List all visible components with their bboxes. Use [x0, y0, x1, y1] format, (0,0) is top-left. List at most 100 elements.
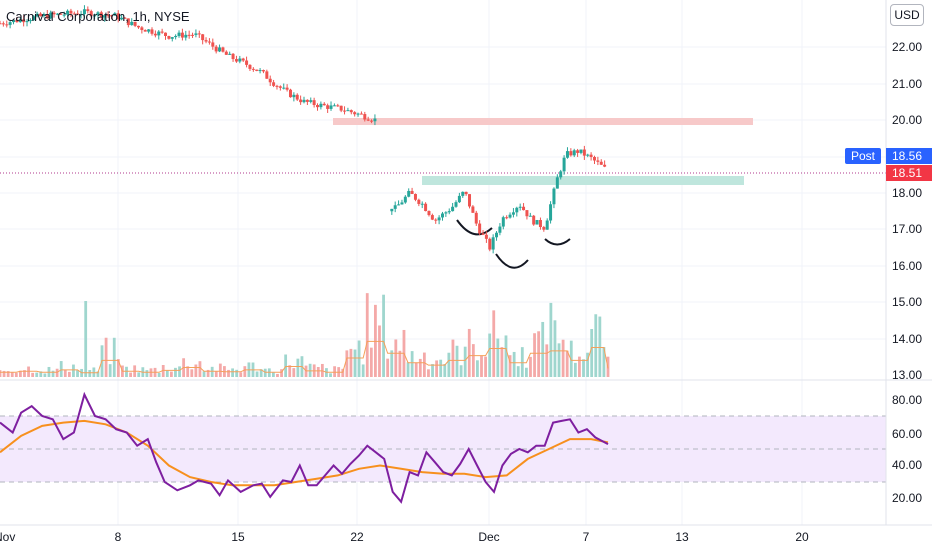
candle-body[interactable] [336, 105, 340, 107]
candle-body[interactable] [22, 19, 26, 23]
candle-body[interactable] [18, 19, 22, 23]
candle-body[interactable] [532, 215, 536, 225]
candle-body[interactable] [451, 206, 455, 212]
candle-body[interactable] [265, 71, 269, 79]
candle-body[interactable] [373, 118, 377, 122]
head-arc[interactable] [495, 253, 529, 269]
candle-body[interactable] [326, 105, 330, 109]
candle-body[interactable] [596, 160, 600, 162]
candle-body[interactable] [72, 13, 76, 15]
candle-body[interactable] [201, 34, 205, 41]
candle-body[interactable] [35, 13, 39, 17]
candle-body[interactable] [25, 21, 29, 23]
candle-body[interactable] [309, 100, 313, 102]
candle-body[interactable] [302, 99, 306, 103]
neckline-zone[interactable] [422, 176, 744, 185]
candle-body[interactable] [312, 100, 316, 106]
candle-body[interactable] [353, 112, 357, 115]
candle-body[interactable] [366, 119, 370, 121]
candle-body[interactable] [82, 9, 86, 15]
candle-body[interactable] [434, 219, 438, 221]
candle-body[interactable] [211, 42, 215, 47]
candle-body[interactable] [481, 233, 485, 235]
candle-body[interactable] [343, 110, 347, 112]
candle-body[interactable] [120, 17, 124, 20]
candle-body[interactable] [603, 164, 607, 167]
candle-body[interactable] [501, 217, 505, 227]
candle-body[interactable] [255, 69, 259, 71]
time-axis[interactable]: Nov 8 15 22 Dec 7 13 20 [0, 530, 809, 544]
candle-body[interactable] [420, 203, 424, 205]
candle-body[interactable] [390, 208, 394, 212]
candle-body[interactable] [164, 32, 168, 37]
candle-body[interactable] [224, 51, 228, 55]
candle-body[interactable] [12, 19, 16, 23]
candle-body[interactable] [39, 13, 43, 16]
candle-body[interactable] [32, 16, 36, 21]
candle-body[interactable] [126, 18, 130, 26]
candle-body[interactable] [403, 196, 407, 203]
candle-body[interactable] [194, 33, 198, 35]
candle-body[interactable] [565, 151, 569, 158]
candle-body[interactable] [400, 202, 404, 205]
candle-body[interactable] [424, 203, 428, 212]
candle-body[interactable] [559, 171, 563, 178]
candle-body[interactable] [491, 237, 495, 250]
candle-body[interactable] [234, 59, 238, 62]
candle-body[interactable] [69, 10, 73, 14]
candle-body[interactable] [316, 105, 320, 108]
candle-body[interactable] [461, 191, 465, 196]
candle-body[interactable] [468, 194, 472, 207]
candle-body[interactable] [505, 217, 509, 219]
candle-body[interactable] [562, 157, 566, 172]
candle-body[interactable] [8, 22, 12, 25]
candle-body[interactable] [157, 31, 161, 36]
candle-body[interactable] [285, 87, 289, 90]
candle-body[interactable] [528, 215, 532, 217]
candle-body[interactable] [538, 220, 542, 228]
candle-body[interactable] [484, 234, 488, 239]
candle-body[interactable] [346, 110, 350, 112]
candle-body[interactable] [116, 13, 120, 20]
candle-body[interactable] [437, 217, 441, 221]
candle-body[interactable] [214, 46, 218, 52]
candle-body[interactable] [140, 27, 144, 31]
candle-body[interactable] [319, 103, 323, 108]
candle-body[interactable] [363, 114, 367, 120]
candle-body[interactable] [278, 86, 282, 88]
candle-body[interactable] [535, 220, 539, 225]
candle-body[interactable] [292, 94, 296, 98]
candle-body[interactable] [586, 154, 590, 156]
candle-body[interactable] [1, 23, 5, 25]
candle-body[interactable] [397, 204, 401, 206]
candle-body[interactable] [221, 47, 225, 52]
candle-body[interactable] [96, 12, 100, 16]
candle-body[interactable] [582, 149, 586, 156]
candle-body[interactable] [52, 12, 56, 15]
candle-body[interactable] [322, 103, 326, 106]
candle-body[interactable] [207, 41, 211, 43]
candle-body[interactable] [184, 34, 188, 38]
candle-body[interactable] [339, 105, 343, 111]
candle-body[interactable] [552, 188, 556, 205]
candle-body[interactable] [589, 154, 593, 157]
candle-body[interactable] [130, 21, 134, 26]
price-axis[interactable]: 22.00 21.00 20.00 18.00 17.00 16.00 15.0… [892, 40, 922, 382]
candle-body[interactable] [511, 212, 515, 215]
candle-body[interactable] [549, 204, 553, 221]
candle-body[interactable] [86, 9, 90, 12]
currency-button[interactable]: USD [890, 4, 924, 26]
candle-body[interactable] [123, 17, 127, 19]
candle-body[interactable] [447, 211, 451, 213]
candle-body[interactable] [238, 58, 242, 62]
candle-body[interactable] [478, 223, 482, 234]
candle-body[interactable] [15, 19, 19, 23]
candle-body[interactable] [197, 33, 201, 35]
candle-body[interactable] [393, 205, 397, 209]
candle-body[interactable] [258, 70, 262, 72]
right-shoulder-arc[interactable] [544, 238, 571, 246]
candle-body[interactable] [430, 215, 434, 220]
candle-body[interactable] [89, 11, 93, 17]
candle-body[interactable] [329, 105, 333, 109]
